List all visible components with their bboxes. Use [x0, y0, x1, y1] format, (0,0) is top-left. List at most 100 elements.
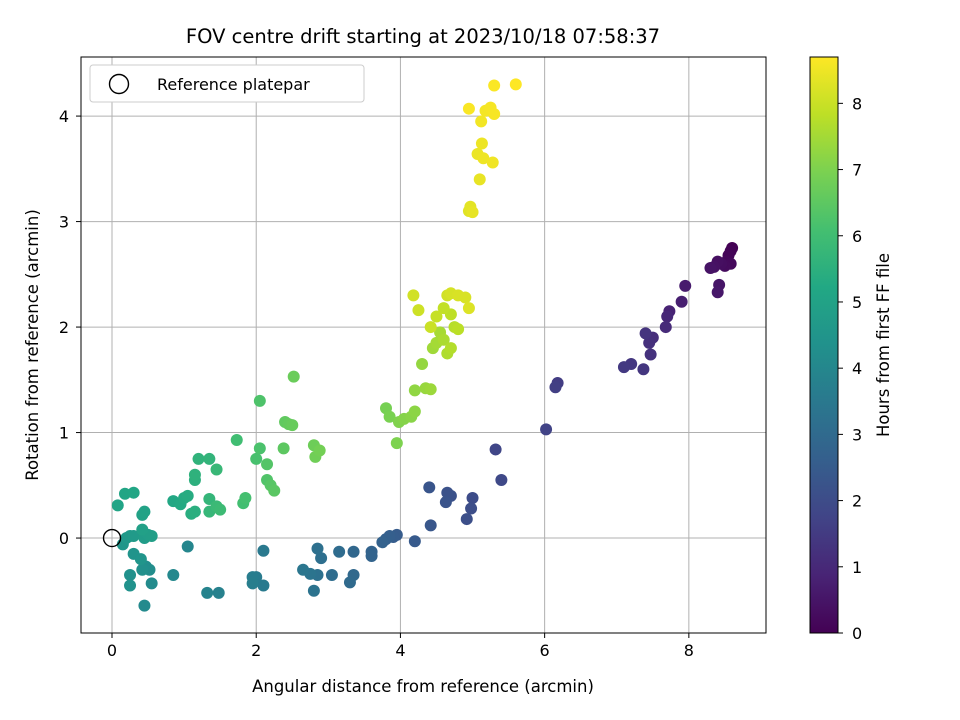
- scatter-point: [214, 503, 227, 516]
- scatter-point: [465, 502, 478, 515]
- scatter-point: [167, 568, 180, 581]
- scatter-point: [257, 579, 270, 592]
- scatter-point: [181, 489, 194, 502]
- scatter-point: [188, 505, 201, 518]
- scatter-point: [617, 361, 630, 374]
- scatter-point: [441, 486, 454, 499]
- scatter-point: [486, 156, 499, 169]
- grid: [81, 57, 766, 633]
- scatter-point: [424, 383, 437, 396]
- y-tick-label: 1: [59, 424, 69, 443]
- scatter-point: [347, 545, 360, 558]
- scatter-point: [145, 529, 158, 542]
- scatter-point: [488, 107, 501, 120]
- colorbar-tick-label: 1: [852, 558, 862, 577]
- reference-marker: [102, 528, 122, 548]
- x-axis-label: Angular distance from reference (arcmin): [252, 677, 594, 696]
- colorbar-tick-label: 8: [852, 94, 862, 113]
- y-tick-label: 2: [59, 318, 69, 337]
- scatter-point: [675, 295, 688, 308]
- scatter-point: [412, 304, 425, 317]
- scatter-point: [407, 289, 420, 302]
- scatter-point: [408, 405, 421, 418]
- scatter-point: [111, 499, 124, 512]
- scatter-point: [459, 291, 472, 304]
- scatter-point: [452, 323, 465, 336]
- scatter-point: [430, 310, 443, 323]
- scatter-point: [661, 310, 674, 323]
- legend-marker: [108, 73, 130, 95]
- colorbar-tick-label: 5: [852, 293, 862, 312]
- scatter-point: [261, 458, 274, 471]
- colorbar-ticks: 0 1 2 3 4 5 6 7 8: [838, 94, 862, 643]
- x-tick-label: 8: [684, 641, 694, 660]
- scatter-point: [212, 586, 225, 599]
- scatter-point: [307, 584, 320, 597]
- scatter-point: [333, 545, 346, 558]
- x-tick-label: 4: [395, 641, 405, 660]
- scatter-point: [488, 79, 501, 92]
- scatter-points: [111, 78, 739, 612]
- scatter-point: [473, 173, 486, 186]
- scatter-point: [239, 491, 252, 504]
- scatter-point: [466, 491, 479, 504]
- scatter-point: [416, 357, 429, 370]
- scatter-point: [495, 474, 508, 487]
- y-axis-ticks: 0 1 2 3 4: [59, 107, 81, 548]
- y-axis-label: Rotation from reference (arcmin): [23, 209, 42, 481]
- scatter-point: [365, 549, 378, 562]
- colorbar-tick-label: 6: [852, 227, 862, 246]
- colorbar-tick-label: 0: [852, 624, 862, 643]
- scatter-point: [424, 519, 437, 532]
- scatter-point: [437, 302, 450, 315]
- scatter-point: [643, 336, 656, 349]
- chart-title: FOV centre drift starting at 2023/10/18 …: [186, 25, 660, 48]
- scatter-point: [475, 115, 488, 128]
- scatter-point: [311, 542, 324, 555]
- scatter-point: [136, 523, 149, 536]
- colorbar-tick-label: 3: [852, 425, 862, 444]
- scatter-point: [246, 577, 259, 590]
- colorbar-label: Hours from first FF file: [874, 253, 893, 437]
- scatter-point: [134, 553, 147, 566]
- scatter-point: [127, 486, 140, 499]
- scatter-point: [313, 444, 326, 457]
- scatter-point: [343, 576, 356, 589]
- scatter-point: [509, 78, 522, 91]
- colorbar-tick-label: 4: [852, 359, 862, 378]
- scatter-point: [138, 505, 151, 518]
- scatter-point: [704, 261, 717, 274]
- scatter-point: [286, 419, 299, 432]
- scatter-point: [124, 568, 137, 581]
- legend: Reference platepar: [89, 64, 365, 103]
- scatter-point: [540, 423, 553, 436]
- scatter-point: [127, 529, 140, 542]
- scatter-point: [489, 443, 502, 456]
- scatter-point: [201, 586, 214, 599]
- scatter-point: [644, 348, 657, 361]
- scatter-point: [424, 321, 437, 334]
- scatter-point: [287, 370, 300, 383]
- scatter-point: [549, 381, 562, 394]
- scatter-point: [253, 442, 266, 455]
- scatter-point: [181, 540, 194, 553]
- x-tick-label: 6: [540, 641, 550, 660]
- scatter-point: [462, 102, 475, 115]
- scatter-point: [136, 563, 149, 576]
- x-axis-ticks: 0 2 4 6 8: [107, 633, 694, 660]
- legend-label: Reference platepar: [157, 75, 310, 94]
- scatter-point: [408, 535, 421, 548]
- y-tick-label: 0: [59, 529, 69, 548]
- colorbar-tick-label: 7: [852, 161, 862, 180]
- scatter-point: [145, 577, 158, 590]
- scatter-point: [325, 568, 338, 581]
- colorbar: 0 1 2 3 4 5 6 7 8 Hours from first FF file: [809, 56, 893, 643]
- colorbar-fill: [809, 56, 839, 634]
- scatter-point: [439, 496, 452, 509]
- scatter-point: [711, 286, 724, 299]
- scatter-point: [315, 552, 328, 565]
- scatter-point: [203, 452, 216, 465]
- scatter-point: [462, 302, 475, 315]
- scatter-point: [253, 394, 266, 407]
